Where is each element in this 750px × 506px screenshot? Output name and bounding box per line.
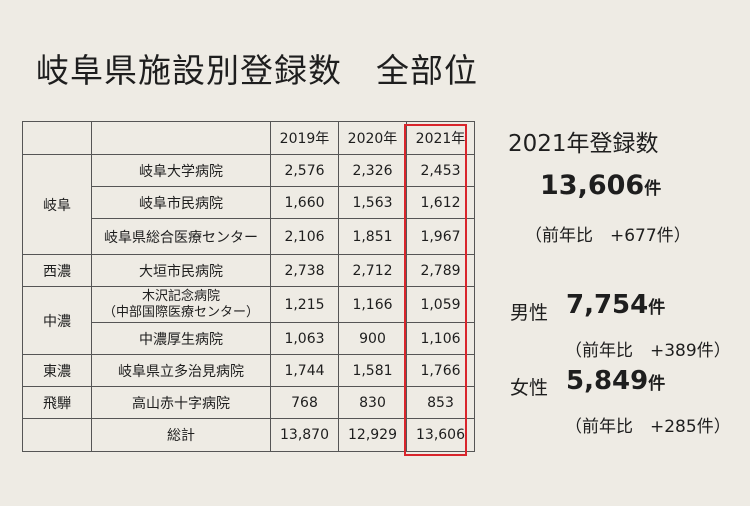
value-2021: 1,967	[406, 218, 475, 255]
region-cell: 岐阜	[22, 154, 92, 255]
table-row: 中濃厚生病院 1,063 900 1,106	[23, 322, 475, 355]
value-2021: 1,106	[406, 322, 475, 355]
table-row: 岐阜 岐阜大学病院 2,576 2,326 2,453	[22, 154, 475, 255]
summary-total-yoy: （前年比 +677件）	[525, 226, 691, 246]
table-header-row: 2019年 2020年 2021年	[22, 121, 475, 155]
total-label: 総計	[91, 418, 271, 452]
value-2020: 900	[338, 322, 407, 355]
value-2021: 1,059	[406, 286, 475, 323]
value-2020: 830	[338, 386, 407, 419]
female-count: 5,849件	[566, 366, 665, 396]
header-hospital	[91, 121, 271, 155]
value-2019: 1,215	[270, 286, 339, 323]
header-region	[22, 121, 92, 155]
value-2019: 2,106	[270, 218, 339, 255]
total-2019: 13,870	[270, 418, 339, 452]
table-row: 中濃 木沢記念病院 （中部国際医療センター） 1,215 1,166 1,059	[22, 286, 475, 355]
header-2021: 2021年	[406, 121, 475, 155]
registration-table: 2019年 2020年 2021年 岐阜 岐阜大学病院 2,576 2,326 …	[22, 121, 475, 452]
page-title: 岐阜県施設別登録数 全部位	[36, 51, 478, 90]
hospital-cell: 高山赤十字病院	[91, 386, 271, 419]
value-2019: 2,576	[270, 154, 339, 187]
value-2021: 853	[406, 386, 475, 419]
value-2019: 2,738	[270, 254, 339, 287]
summary-total-value: 13,606	[540, 170, 645, 201]
total-region-cell	[22, 418, 92, 452]
value-2019: 768	[270, 386, 339, 419]
value-2019: 1,063	[270, 322, 339, 355]
value-2021: 2,453	[406, 154, 475, 187]
value-2020: 1,166	[338, 286, 407, 323]
hospital-cell: 大垣市民病院	[91, 254, 271, 287]
table-row: 飛騨 高山赤十字病院 768 830 853	[22, 386, 475, 419]
female-unit: 件	[648, 374, 666, 394]
hospital-cell: 中濃厚生病院	[91, 322, 271, 355]
hospital-cell: 岐阜市民病院	[91, 186, 271, 219]
male-label: 男性	[510, 302, 549, 324]
female-label: 女性	[510, 377, 549, 399]
female-value: 5,849	[566, 366, 649, 396]
female-yoy: （前年比 +285件）	[565, 417, 731, 437]
header-2019: 2019年	[270, 121, 339, 155]
table-row: 岐阜県総合医療センター 2,106 1,851 1,967	[23, 218, 475, 255]
region-cell: 西濃	[22, 254, 92, 287]
value-2020: 1,581	[338, 354, 407, 387]
hospital-cell: 木沢記念病院 （中部国際医療センター）	[91, 286, 271, 323]
male-value: 7,754	[566, 290, 649, 320]
region-cell: 東濃	[22, 354, 92, 387]
value-2021: 1,612	[406, 186, 475, 219]
summary-total-unit: 件	[644, 179, 662, 199]
hospital-cell: 岐阜県総合医療センター	[91, 218, 271, 255]
value-2020: 2,712	[338, 254, 407, 287]
male-count: 7,754件	[566, 290, 665, 320]
value-2020: 1,563	[338, 186, 407, 219]
value-2020: 1,851	[338, 218, 407, 255]
value-2019: 1,660	[270, 186, 339, 219]
value-2020: 2,326	[338, 154, 407, 187]
male-unit: 件	[648, 298, 666, 318]
hospital-cell: 岐阜県立多治見病院	[91, 354, 271, 387]
table-row: 西濃 大垣市民病院 2,738 2,712 2,789	[22, 254, 475, 287]
value-2021: 1,766	[406, 354, 475, 387]
summary-total: 13,606件	[540, 170, 661, 201]
hospital-name: 木沢記念病院	[141, 288, 220, 304]
male-yoy: （前年比 +389件）	[565, 341, 731, 361]
value-2019: 1,744	[270, 354, 339, 387]
total-2021: 13,606	[406, 418, 475, 452]
table-total-row: 総計 13,870 12,929 13,606	[22, 418, 475, 452]
table-row: 東濃 岐阜県立多治見病院 1,744 1,581 1,766	[22, 354, 475, 387]
hospital-subname: （中部国際医療センター）	[102, 304, 259, 320]
total-2020: 12,929	[338, 418, 407, 452]
hospital-cell: 岐阜大学病院	[91, 154, 271, 187]
region-cell: 飛騨	[22, 386, 92, 419]
summary-year-title: 2021年登録数	[508, 131, 659, 157]
value-2021: 2,789	[406, 254, 475, 287]
header-2020: 2020年	[338, 121, 407, 155]
region-cell: 中濃	[22, 286, 92, 355]
table-row: 岐阜市民病院 1,660 1,563 1,612	[23, 186, 475, 219]
